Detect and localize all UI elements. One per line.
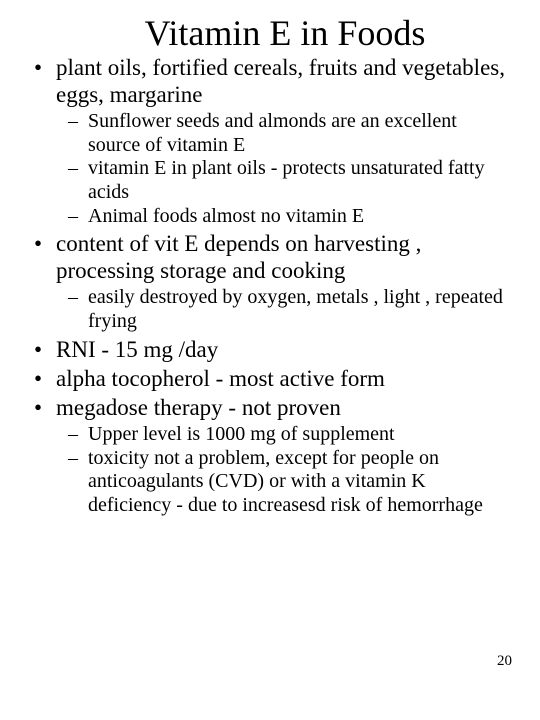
sub-list: Sunflower seeds and almonds are an excel… (56, 110, 512, 228)
list-item: RNI - 15 mg /day (28, 336, 512, 363)
page-number: 20 (497, 653, 512, 670)
sub-list-item: Sunflower seeds and almonds are an excel… (56, 110, 512, 157)
sub-list: easily destroyed by oxygen, metals , lig… (56, 286, 512, 333)
list-item-text: megadose therapy - not proven (56, 395, 341, 420)
list-item-text: RNI - 15 mg /day (56, 337, 218, 362)
list-item: alpha tocopherol - most active form (28, 365, 512, 392)
sub-list-item: easily destroyed by oxygen, metals , lig… (56, 286, 512, 333)
list-item-text: content of vit E depends on harvesting ,… (56, 231, 421, 283)
sub-list-item: vitamin E in plant oils - protects unsat… (56, 157, 512, 204)
list-item: content of vit E depends on harvesting ,… (28, 230, 512, 333)
sub-list-item: toxicity not a problem, except for peopl… (56, 447, 512, 518)
list-item: plant oils, fortified cereals, fruits an… (28, 54, 512, 228)
sub-list-item: Animal foods almost no vitamin E (56, 205, 512, 229)
page-title: Vitamin E in Foods (58, 12, 512, 54)
sub-list: Upper level is 1000 mg of supplement tox… (56, 423, 512, 517)
bullet-list: plant oils, fortified cereals, fruits an… (28, 54, 512, 517)
list-item-text: plant oils, fortified cereals, fruits an… (56, 55, 505, 107)
list-item: megadose therapy - not proven Upper leve… (28, 394, 512, 518)
list-item-text: alpha tocopherol - most active form (56, 366, 385, 391)
sub-list-item: Upper level is 1000 mg of supplement (56, 423, 512, 447)
